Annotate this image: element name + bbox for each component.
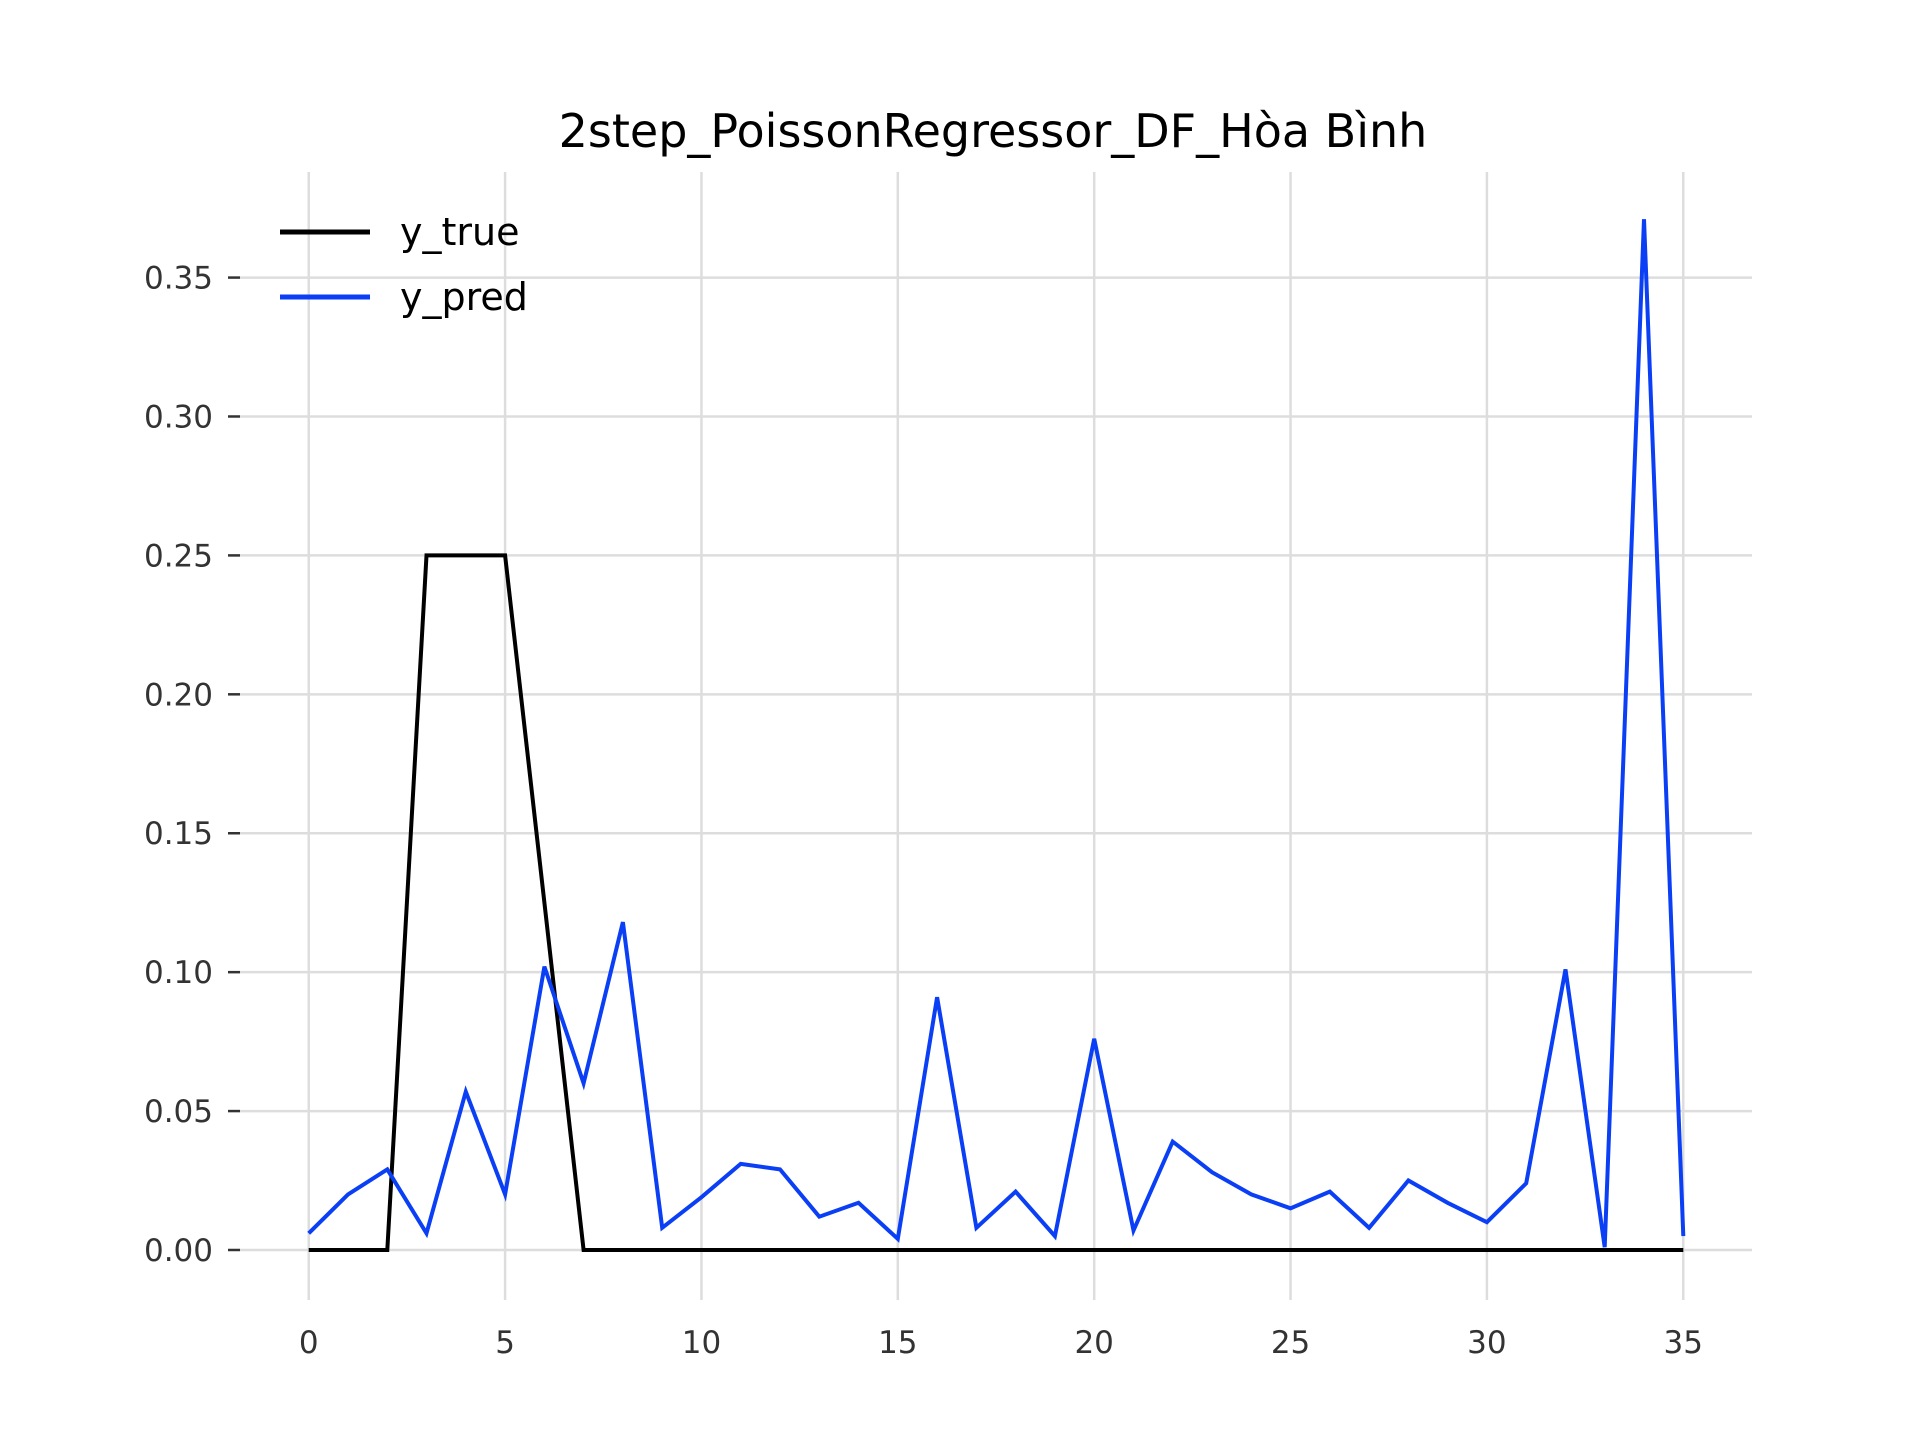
x-tick-label: 15 <box>878 1325 917 1361</box>
legend-label: y_true <box>400 210 519 254</box>
x-tick-label: 30 <box>1467 1325 1506 1361</box>
x-tick-label: 0 <box>299 1325 319 1361</box>
chart-title: 2step_PoissonRegressor_DF_Hòa Bình <box>559 104 1428 158</box>
y-tick-label: 0.10 <box>144 955 213 991</box>
y-tick-label: 0.15 <box>144 816 213 852</box>
x-tick-label: 35 <box>1664 1325 1703 1361</box>
legend-label: y_pred <box>400 275 528 319</box>
legend: y_true y_pred <box>280 210 528 319</box>
y-tick-label: 0.35 <box>144 261 213 297</box>
y-tick-label: 0.00 <box>144 1233 213 1269</box>
y-tick-label: 0.05 <box>144 1094 213 1130</box>
grid-lines <box>240 172 1752 1300</box>
y-tick-label: 0.25 <box>144 538 213 574</box>
x-tick-label: 10 <box>682 1325 721 1361</box>
y-tick-label: 0.30 <box>144 399 213 435</box>
x-tick-label: 20 <box>1074 1325 1113 1361</box>
x-tick-label: 5 <box>495 1325 515 1361</box>
x-tick-label: 25 <box>1271 1325 1310 1361</box>
series-lines <box>307 219 1686 1252</box>
series-line-y-true <box>308 553 1684 1252</box>
axis-ticks: 0 5 10 15 20 25 30 35 0.00 0.05 0.10 0.15 0.20 0.25 0.… <box>144 261 1703 1361</box>
series-line-y-pred <box>307 219 1686 1248</box>
y-tick-label: 0.20 <box>144 677 213 713</box>
